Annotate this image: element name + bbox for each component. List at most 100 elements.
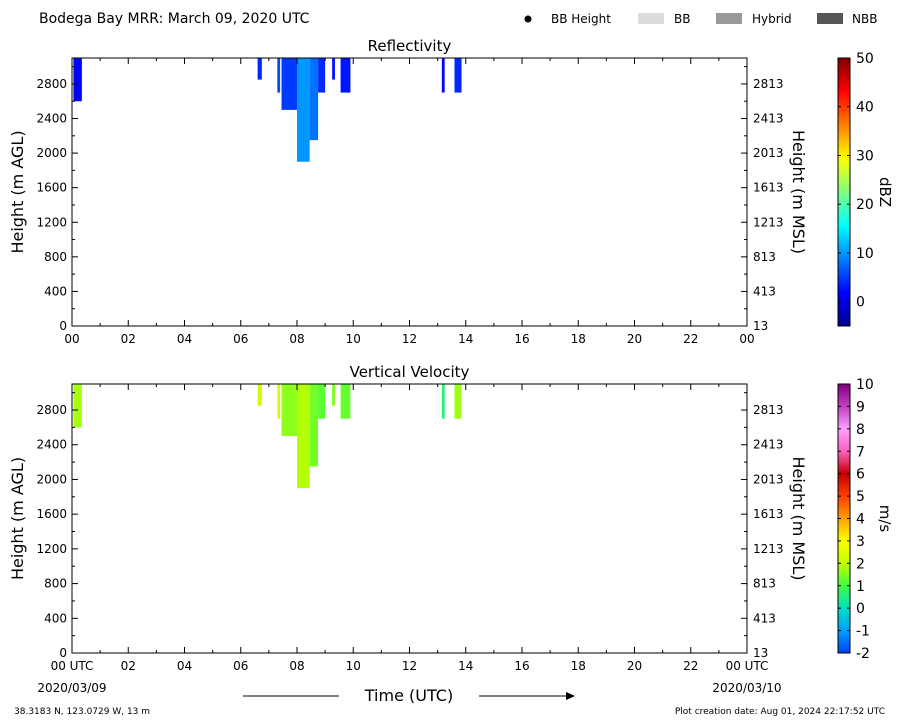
y-tick-label: 2400 bbox=[36, 112, 67, 126]
legend-label-hybrid: Hybrid bbox=[752, 12, 792, 26]
echo-cell bbox=[318, 58, 326, 93]
colorbar-label: dBZ bbox=[876, 177, 894, 207]
x-tick-label: 14 bbox=[458, 332, 473, 346]
colorbar-tick-label: 7 bbox=[856, 444, 865, 460]
x-tick-label: 00 bbox=[739, 332, 754, 346]
colorbar-tick-label: 50 bbox=[856, 51, 874, 67]
echo-cell bbox=[257, 384, 262, 406]
date-start-label: 2020/03/09 bbox=[37, 681, 106, 695]
legend-label-bb: BB bbox=[674, 12, 690, 26]
date-end-label: 2020/03/10 bbox=[712, 681, 781, 695]
y-tick-label: 400 bbox=[44, 611, 67, 625]
creation-date-text: Plot creation date: Aug 01, 2024 22:17:5… bbox=[675, 707, 885, 717]
location-text: 38.3183 N, 123.0729 W, 13 m bbox=[14, 707, 150, 717]
x-tick-label: 02 bbox=[121, 659, 136, 673]
y-tick-label-right: 413 bbox=[753, 284, 776, 298]
echo-cell bbox=[454, 58, 462, 93]
x-tick-label: 06 bbox=[233, 659, 248, 673]
echo-cell bbox=[257, 58, 262, 80]
y-tick-label: 800 bbox=[44, 250, 67, 264]
y-tick-label-right: 1613 bbox=[753, 181, 784, 195]
y-tick-label: 1600 bbox=[36, 181, 67, 195]
x-tick-label: 08 bbox=[289, 659, 304, 673]
colorbar bbox=[837, 57, 851, 327]
time-arrow-right-icon bbox=[566, 692, 575, 700]
echo-cell bbox=[441, 384, 445, 419]
colorbar-tick-label: 4 bbox=[856, 512, 865, 528]
y-tick-label-right: 2413 bbox=[753, 438, 784, 452]
y-axis-label: Height (m AGL) bbox=[8, 130, 27, 253]
echo-cell bbox=[454, 384, 462, 419]
colorbar-tick-label: 9 bbox=[856, 399, 865, 415]
x-tick-label: 00 UTC bbox=[726, 659, 769, 673]
echo-cell bbox=[277, 384, 281, 419]
x-tick-label: 10 bbox=[346, 332, 361, 346]
echo-cell bbox=[340, 58, 351, 93]
x-tick-label: 04 bbox=[177, 659, 192, 673]
y-tick-label: 1600 bbox=[36, 507, 67, 521]
echo-cell bbox=[309, 384, 319, 467]
panel-title: Vertical Velocity bbox=[350, 363, 470, 381]
colorbar-tick-label: 0 bbox=[856, 295, 865, 311]
y-tick-label-right: 1213 bbox=[753, 542, 784, 556]
x-tick-label: 00 bbox=[64, 332, 79, 346]
echo-cell bbox=[340, 384, 351, 419]
y-tick-label-right: 1613 bbox=[753, 507, 784, 521]
y-tick-label: 2000 bbox=[36, 472, 67, 486]
x-tick-label: 20 bbox=[627, 659, 642, 673]
x-tick-label: 22 bbox=[683, 659, 698, 673]
colorbar-tick-label: 10 bbox=[856, 377, 874, 393]
y-tick-label: 400 bbox=[44, 284, 67, 298]
x-tick-label: 14 bbox=[458, 659, 473, 673]
echo-cell bbox=[309, 58, 319, 141]
legend-swatch-hybrid bbox=[716, 13, 742, 24]
y-tick-label-right: 413 bbox=[753, 611, 776, 625]
colorbar-tick-label: 10 bbox=[856, 246, 874, 262]
y-tick-label: 2000 bbox=[36, 146, 67, 160]
echo-cell bbox=[332, 384, 335, 406]
colorbar-tick-label: 5 bbox=[856, 489, 865, 505]
echo-cell bbox=[318, 384, 326, 419]
x-axis-label: Time (UTC) bbox=[364, 686, 453, 705]
echo-cell bbox=[297, 384, 310, 489]
y-tick-label: 1200 bbox=[36, 542, 67, 556]
echo-cell bbox=[73, 384, 82, 428]
y-tick-label: 2800 bbox=[36, 77, 67, 91]
colorbar-label: m/s bbox=[876, 505, 894, 533]
colorbar-tick-label: 40 bbox=[856, 100, 874, 116]
echo-cell bbox=[281, 58, 297, 110]
x-tick-label: 10 bbox=[346, 659, 361, 673]
x-tick-label: 22 bbox=[683, 332, 698, 346]
y-tick-label: 800 bbox=[44, 577, 67, 591]
figure-title: Bodega Bay MRR: March 09, 2020 UTC bbox=[39, 11, 310, 27]
legend-swatch-bb bbox=[638, 13, 664, 24]
y-tick-label-right: 13 bbox=[753, 646, 768, 660]
echo-cell bbox=[441, 58, 445, 93]
x-tick-label: 12 bbox=[402, 659, 417, 673]
colorbar-tick-label: 30 bbox=[856, 148, 874, 164]
y-tick-label-right: 2813 bbox=[753, 77, 784, 91]
y-tick-label-right: 1213 bbox=[753, 215, 784, 229]
colorbar-tick-label: 3 bbox=[856, 534, 865, 550]
y-tick-label: 0 bbox=[59, 646, 67, 660]
x-tick-label: 08 bbox=[289, 332, 304, 346]
y-tick-label-right: 813 bbox=[753, 250, 776, 264]
x-tick-label: 16 bbox=[514, 332, 529, 346]
y-tick-label-right: 2813 bbox=[753, 403, 784, 417]
colorbar-tick-label: 0 bbox=[856, 601, 865, 617]
y-tick-label: 2800 bbox=[36, 403, 67, 417]
panel-title: Reflectivity bbox=[368, 37, 452, 55]
y-axis-label-right: Height (m MSL) bbox=[789, 130, 808, 254]
echo-cell bbox=[332, 58, 335, 80]
x-tick-label: 18 bbox=[571, 332, 586, 346]
colorbar-tick-label: 20 bbox=[856, 197, 874, 213]
y-tick-label-right: 2013 bbox=[753, 146, 784, 160]
y-tick-label: 1200 bbox=[36, 215, 67, 229]
x-tick-label: 20 bbox=[627, 332, 642, 346]
y-tick-label-right: 2013 bbox=[753, 472, 784, 486]
legend-label-bb-height: BB Height bbox=[551, 12, 611, 26]
x-tick-label: 12 bbox=[402, 332, 417, 346]
